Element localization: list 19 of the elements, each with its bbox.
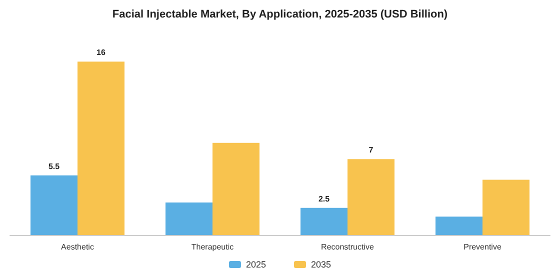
- data-label: 2.5: [318, 194, 330, 204]
- bar: [212, 142, 260, 235]
- chart-title: Facial Injectable Market, By Application, 2025-2035 (USD Billion): [112, 8, 448, 20]
- bar: [166, 202, 212, 235]
- legend-label: 2025: [246, 260, 266, 270]
- x-tick-label: Therapeutic: [191, 242, 234, 252]
- bar: [300, 208, 348, 235]
- bar: [436, 216, 482, 235]
- x-tick-label: Preventive: [464, 242, 502, 252]
- bar: [30, 175, 78, 235]
- x-tick-label: Reconstructive: [321, 242, 374, 252]
- legend-label: 2035: [311, 260, 332, 270]
- bar: [482, 180, 530, 235]
- x-tick-label: Aesthetic: [61, 242, 94, 252]
- data-label: 7: [368, 146, 374, 155]
- data-label: 5.5: [48, 162, 60, 171]
- data-label: 16: [96, 48, 106, 58]
- bar: [78, 62, 124, 235]
- bar: [348, 159, 394, 235]
